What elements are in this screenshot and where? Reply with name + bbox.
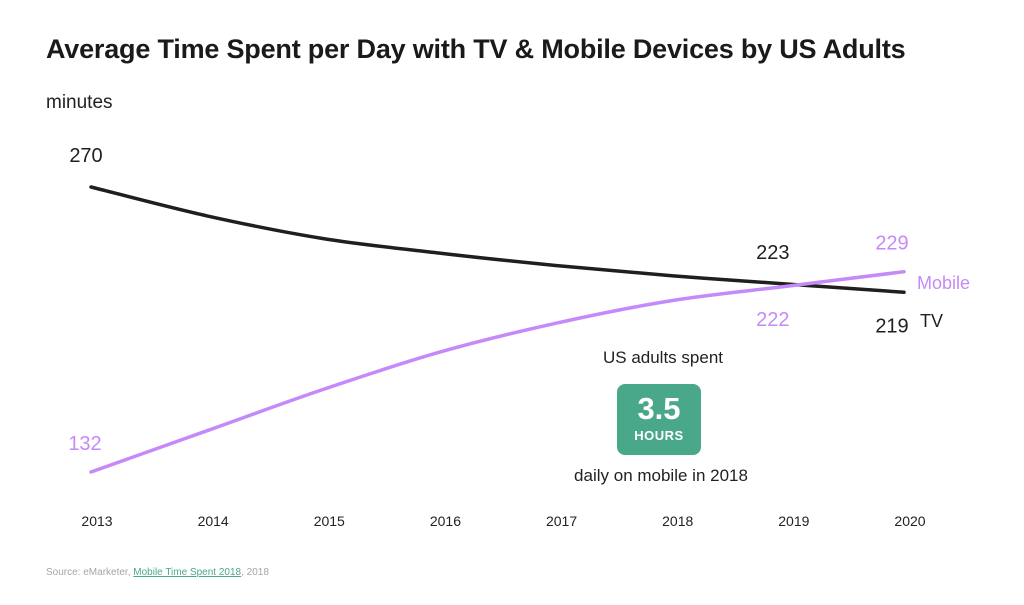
x-tick-label-2019: 2019 <box>778 513 809 529</box>
chart-title: Average Time Spent per Day with TV & Mob… <box>46 34 906 64</box>
series-label-mobile: Mobile <box>917 273 970 293</box>
source-note: Source: eMarketer, Mobile Time Spent 201… <box>46 567 269 578</box>
data-label-mobile-2013: 132 <box>68 433 101 455</box>
x-tick-label-2020: 2020 <box>894 513 925 529</box>
source-prefix: Source: eMarketer, <box>46 567 131 578</box>
x-tick-label-2014: 2014 <box>198 513 229 529</box>
hours-badge: 3.5 HOURS <box>617 384 701 455</box>
badge-unit: HOURS <box>634 428 684 443</box>
series-label-tv: TV <box>920 311 943 331</box>
x-tick-label-2015: 2015 <box>314 513 345 529</box>
data-label-mobile-2019: 222 <box>756 309 789 331</box>
x-tick-label-2018: 2018 <box>662 513 693 529</box>
series-line-mobile <box>89 269 906 474</box>
data-label-tv-2013: 270 <box>69 145 102 167</box>
badge-value: 3.5 <box>637 391 681 426</box>
data-label-mobile-2020: 229 <box>875 233 908 255</box>
data-label-tv-2020: 219 <box>875 315 908 337</box>
x-tick-label-2013: 2013 <box>81 513 112 529</box>
callout-bottom-text: daily on mobile in 2018 <box>574 466 748 485</box>
data-label-tv-2019: 223 <box>756 242 789 264</box>
y-axis-unit-label: minutes <box>46 92 113 113</box>
x-tick-label-2017: 2017 <box>546 513 577 529</box>
source-link[interactable]: Mobile Time Spent 2018 <box>133 567 242 578</box>
x-tick-label-2016: 2016 <box>430 513 461 529</box>
callout-top-text: US adults spent <box>602 348 723 367</box>
source-suffix: , 2018 <box>241 567 269 578</box>
series-line-tv <box>89 185 906 295</box>
